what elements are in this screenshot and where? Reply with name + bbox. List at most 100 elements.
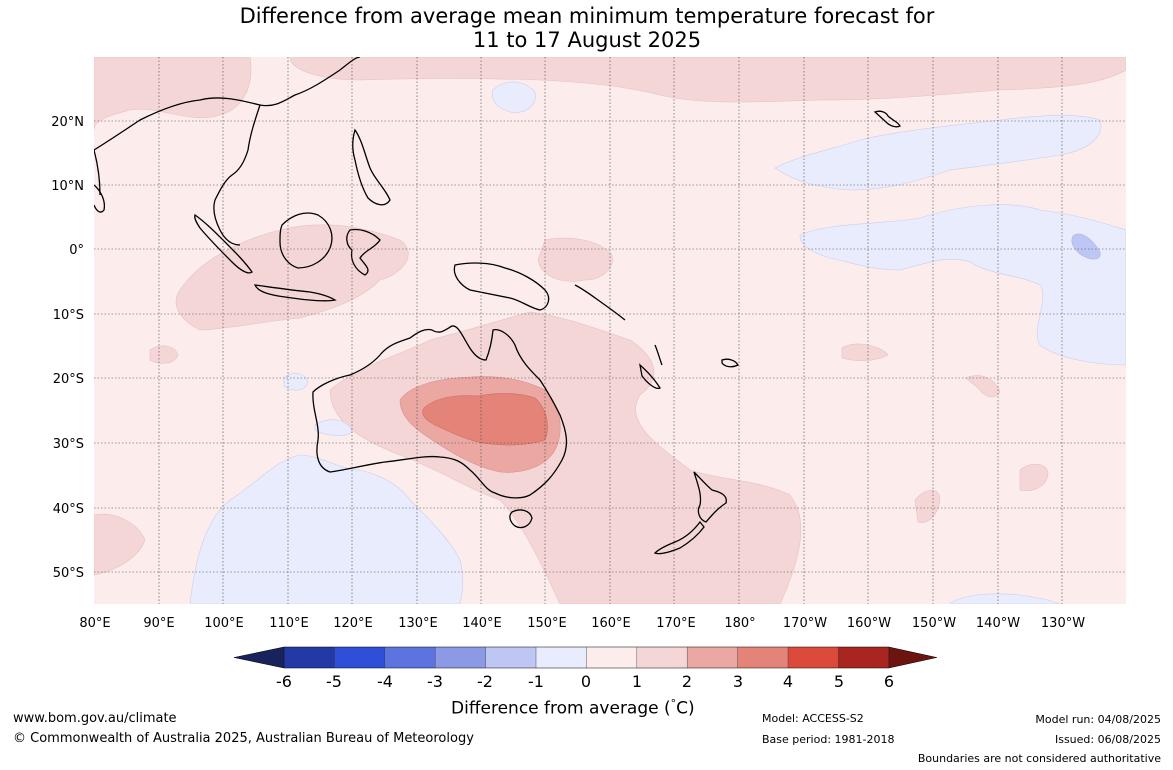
sumatra-coastline [194,213,253,274]
colorbar-segment [384,647,436,668]
colorbar-tick: 6 [884,672,894,691]
borneo-coastline [279,212,333,269]
new-zealand-south-coastline [653,520,705,555]
lat-label: 10°S [53,308,84,323]
cook-warm-patch [965,375,1001,398]
south-pacific-warm-patch [1019,463,1049,491]
lat-label: 40°S [53,502,84,517]
colorbar-label-unit: C) [676,698,695,719]
new-guinea-coastline [453,262,550,311]
lon-label: 150°E [527,616,567,631]
colorbar-tick: 1 [632,672,642,691]
lon-label: 140°W [976,616,1020,631]
india-coastline [94,149,106,213]
colorbar-tick: -4 [377,672,393,691]
lon-label: 100°E [204,616,244,631]
colorbar-tick: 3 [733,672,743,691]
title-line-2: 11 to 17 August 2025 [472,28,702,52]
colorbar-label-degree: ° [670,697,677,710]
colorbar-segment [485,647,537,668]
colorbar-arrow-max [888,646,937,669]
colorbar-tick: 2 [682,672,692,691]
colorbar-label-text: Difference from average ( [451,698,671,719]
lon-label: 90°E [143,616,174,631]
colorbar-tick: 5 [834,672,844,691]
new-zealand-north-coastline [693,471,727,523]
latitude-labels: 20°N 10°N 0° 10°S 20°S 30°S 40°S 50°S [51,115,84,581]
tasman-warm-patch [914,489,941,523]
colorbar-tick: 4 [783,672,793,691]
lon-label: 180° [724,616,755,631]
colorbar-segment [737,647,789,668]
vanuatu-coastline [654,344,663,366]
colorbar-segment [838,647,890,668]
colorbar-ticks: -6 -5 -4 -3 -2 -1 0 1 2 3 4 5 6 [276,672,894,691]
base-period-text: Base period: 1981-2018 [762,733,895,746]
colorbar-tick: 0 [581,672,591,691]
indian-ocean-warm-patch [149,345,179,364]
colorbar-segment [586,647,638,668]
lon-label: 120°E [333,616,373,631]
colorbar-segment [284,647,335,668]
pacific-cool-patch [492,81,536,113]
wa-cool-patch [283,372,309,391]
model-text: Model: ACCESS-S2 [762,712,864,725]
issued-text: Issued: 06/08/2025 [1054,733,1161,746]
colorbar-segment [435,647,487,668]
colorbar-tick: -1 [528,672,544,691]
polynesia-cool-patch [1071,233,1101,260]
copyright-text: © Commonwealth of Australia 2025, Austra… [13,731,474,746]
gridlines [94,57,1126,604]
north-pacific-cool-anomaly [774,115,1102,191]
java-coastline [253,284,337,302]
tasmania-coastline [509,509,533,529]
chart-title: Difference from average mean minimum tem… [0,4,1173,52]
south-indian-warm-patch [94,513,146,576]
lon-label: 170°W [783,616,827,631]
lat-label: 20°S [53,372,84,387]
asia-mainland-coastline [94,57,361,246]
lon-label: 80°E [79,616,110,631]
colorbar-segment [788,647,839,668]
philippines-coastline [352,128,391,206]
colorbar-segment [636,647,688,668]
model-run-text: Model run: 04/08/2025 [1035,713,1161,726]
lon-label: 160°W [847,616,891,631]
sulawesi-coastline [346,228,381,276]
lon-label: 150°W [912,616,956,631]
southern-indian-ocean-cool-anomaly [189,454,464,604]
colorbar-segment [687,647,739,668]
australia-coastline [312,325,568,499]
lat-label: 0° [69,243,84,258]
colorbar-arrow-min [233,646,285,669]
lon-label: 110°E [269,616,309,631]
lon-label: 130°E [398,616,438,631]
north-pacific-warm-anomaly [289,57,1126,103]
fiji-coastline [721,358,739,368]
fiji-warm-patch [841,343,889,361]
colorbar-tick: -2 [477,672,493,691]
asia-warm-anomaly [94,57,252,131]
colorbar-tick: -3 [427,672,443,691]
colorbar-label: Difference from average (°C) [451,697,695,719]
pacific-cool-stripe [949,593,1061,604]
lon-label: 170°E [656,616,696,631]
lat-label: 50°S [53,566,84,581]
solomon-coastline [574,284,626,321]
lon-label: 160°E [591,616,631,631]
central-pacific-cool-anomaly [799,204,1126,366]
colorbar [233,646,937,669]
new-caledonia-coastline [639,363,661,390]
disclaimer-text: Boundaries are not considered authoritat… [917,752,1161,765]
lat-label: 20°N [51,115,84,130]
coastlines [94,57,901,555]
lat-label: 30°S [53,437,84,452]
colorbar-tick: -5 [326,672,342,691]
colorbar-tick: -6 [276,672,292,691]
lon-label: 130°W [1041,616,1085,631]
colorbar-segment [334,647,386,668]
website-link[interactable]: www.bom.gov.au/climate [13,711,177,726]
lat-label: 10°N [51,179,84,194]
colorbar-segment [536,647,587,668]
